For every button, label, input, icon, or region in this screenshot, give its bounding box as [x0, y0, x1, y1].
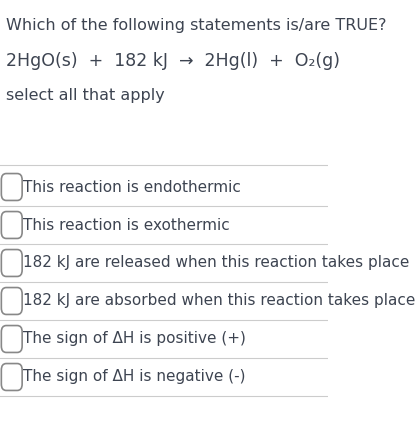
- Text: Which of the following statements is/are TRUE?: Which of the following statements is/are…: [6, 18, 387, 33]
- FancyBboxPatch shape: [1, 212, 22, 239]
- Text: 182 kJ are released when this reaction takes place: 182 kJ are released when this reaction t…: [23, 255, 410, 270]
- FancyBboxPatch shape: [1, 249, 22, 276]
- Text: This reaction is exothermic: This reaction is exothermic: [23, 218, 230, 233]
- Text: This reaction is endothermic: This reaction is endothermic: [23, 179, 241, 194]
- Text: The sign of ΔH is positive (+): The sign of ΔH is positive (+): [23, 332, 246, 347]
- Text: 2HgO(s)  +  182 kJ  →  2Hg(l)  +  O₂(g): 2HgO(s) + 182 kJ → 2Hg(l) + O₂(g): [6, 52, 340, 70]
- FancyBboxPatch shape: [1, 326, 22, 353]
- FancyBboxPatch shape: [1, 288, 22, 314]
- Text: 182 kJ are absorbed when this reaction takes place: 182 kJ are absorbed when this reaction t…: [23, 294, 416, 308]
- Text: select all that apply: select all that apply: [6, 88, 165, 103]
- FancyBboxPatch shape: [1, 363, 22, 390]
- Text: The sign of ΔH is negative (-): The sign of ΔH is negative (-): [23, 369, 246, 384]
- FancyBboxPatch shape: [1, 174, 22, 200]
